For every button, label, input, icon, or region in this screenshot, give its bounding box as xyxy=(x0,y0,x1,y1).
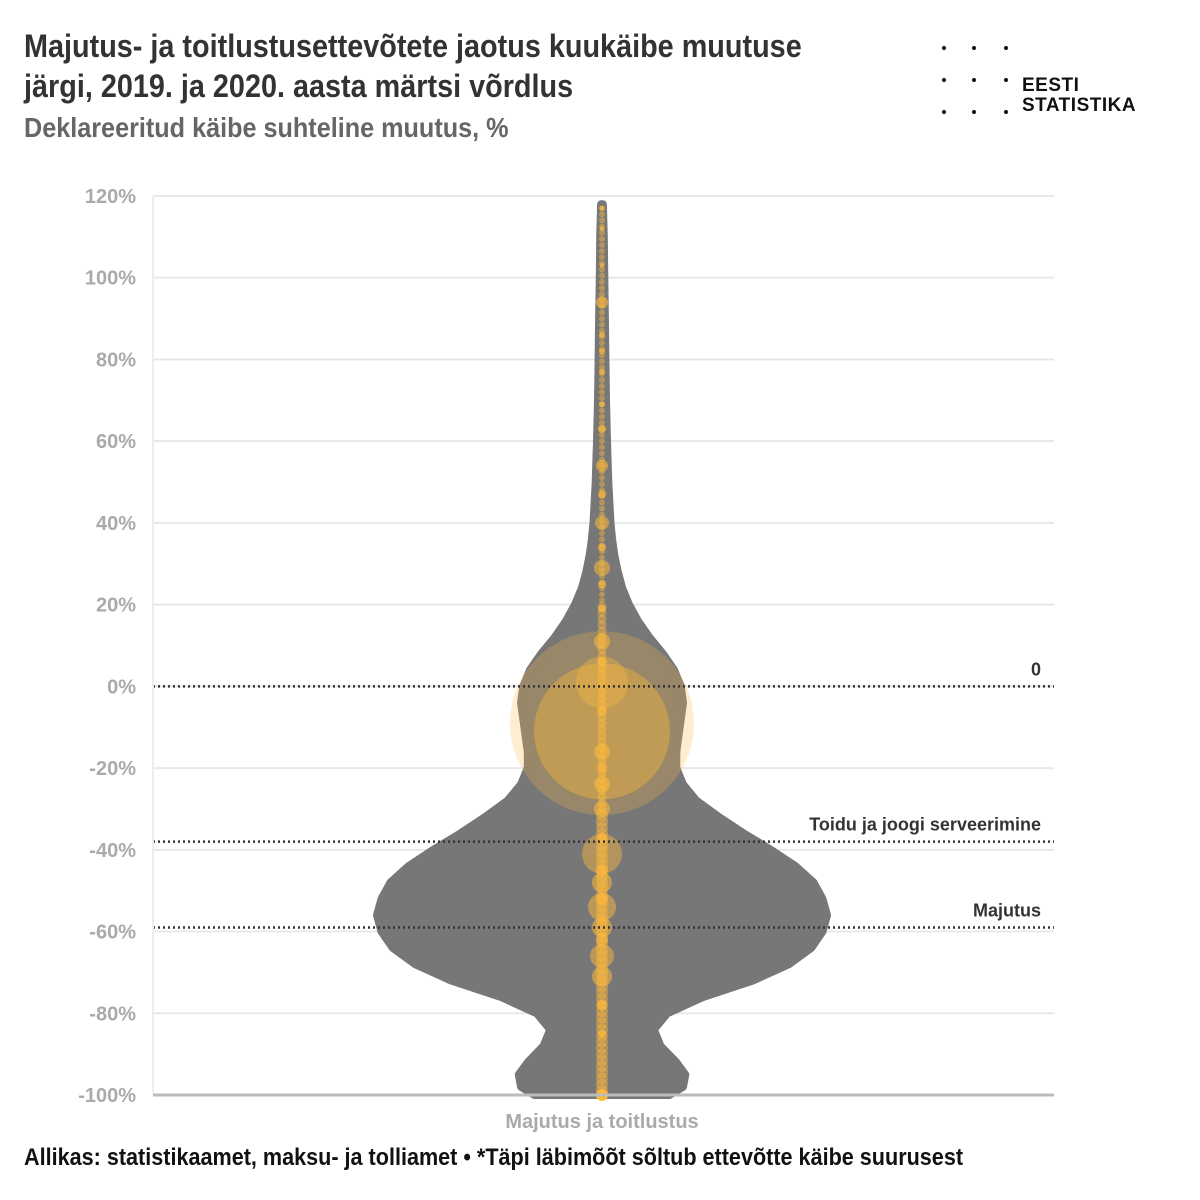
data-point xyxy=(599,322,605,328)
data-point xyxy=(594,560,610,576)
data-point xyxy=(599,285,605,291)
data-point xyxy=(597,657,607,667)
data-point xyxy=(599,414,605,420)
data-point xyxy=(599,273,605,279)
data-point xyxy=(599,309,605,315)
data-point xyxy=(599,340,605,346)
source-footer: Allikas: statistikaamet, maksu- ja tolli… xyxy=(24,1144,963,1172)
reference-line-label: Toidu ja joogi serveerimine xyxy=(809,815,1041,835)
data-point xyxy=(598,543,606,551)
data-point xyxy=(592,966,612,986)
y-tick-label: 100% xyxy=(85,268,136,290)
data-point xyxy=(599,555,605,561)
data-point xyxy=(596,893,608,905)
violin-chart: -100% -80% -60% -40% -20% 0% 20% 40% 60% 80% 100% 1… xyxy=(0,0,1200,1140)
y-tick-label: 120% xyxy=(85,186,136,208)
data-point xyxy=(599,389,605,395)
data-point xyxy=(600,263,605,268)
data-point xyxy=(599,236,605,242)
data-point xyxy=(599,254,605,260)
y-tick-label: -100% xyxy=(78,1085,136,1107)
data-point xyxy=(599,242,605,248)
data-point xyxy=(599,481,605,487)
data-point xyxy=(599,211,605,217)
data-point xyxy=(596,460,608,472)
y-axis-ticks: -100% -80% -60% -40% -20% 0% 20% 40% 60% 80% 100% 1… xyxy=(78,186,136,1107)
data-point xyxy=(599,432,605,438)
y-tick-label: 40% xyxy=(96,513,136,535)
data-point xyxy=(596,864,608,876)
data-point xyxy=(599,332,605,338)
data-point xyxy=(598,605,606,613)
data-point xyxy=(599,316,605,322)
y-tick-label: -60% xyxy=(89,922,136,944)
data-point xyxy=(594,776,610,792)
data-point xyxy=(599,248,605,254)
data-point xyxy=(599,444,605,450)
y-tick-label: -80% xyxy=(89,1003,136,1025)
data-point xyxy=(599,499,605,505)
data-point xyxy=(594,744,610,760)
data-point xyxy=(590,944,614,968)
y-tick-label: -20% xyxy=(89,758,136,780)
data-point xyxy=(599,377,605,383)
data-point xyxy=(597,763,607,773)
data-point xyxy=(594,633,610,649)
data-point xyxy=(599,218,605,224)
data-point xyxy=(599,536,605,542)
data-point xyxy=(599,530,605,536)
reference-line-label: Majutus xyxy=(973,900,1041,920)
data-point xyxy=(600,206,605,211)
data-point xyxy=(598,425,606,433)
data-point xyxy=(600,226,605,231)
data-point xyxy=(599,438,605,444)
x-category-label: Majutus ja toitlustus xyxy=(505,1111,698,1133)
y-tick-label: 60% xyxy=(96,431,136,453)
data-point xyxy=(599,279,605,285)
data-point xyxy=(594,801,610,817)
data-point xyxy=(599,420,605,426)
data-point xyxy=(599,291,605,297)
data-point xyxy=(595,516,609,530)
data-point xyxy=(599,395,605,401)
data-point xyxy=(598,490,606,498)
data-point xyxy=(599,383,605,389)
data-point xyxy=(599,450,605,456)
data-point xyxy=(599,591,605,597)
y-tick-label: 0% xyxy=(107,676,136,698)
data-point xyxy=(598,1030,606,1038)
data-point xyxy=(597,706,607,716)
data-point xyxy=(599,401,605,407)
data-point xyxy=(599,408,605,414)
y-tick-label: 20% xyxy=(96,595,136,617)
data-point xyxy=(597,1000,607,1010)
data-point xyxy=(599,506,605,512)
data-point xyxy=(599,598,605,604)
data-point xyxy=(599,348,605,354)
data-point xyxy=(599,475,605,481)
y-tick-label: 80% xyxy=(96,349,136,371)
data-point xyxy=(596,934,608,946)
y-tick-label: -40% xyxy=(89,840,136,862)
data-point xyxy=(599,369,605,375)
data-point xyxy=(599,358,605,364)
data-point xyxy=(596,296,608,308)
data-point xyxy=(598,580,606,588)
reference-line-label: 0 xyxy=(1031,659,1041,679)
